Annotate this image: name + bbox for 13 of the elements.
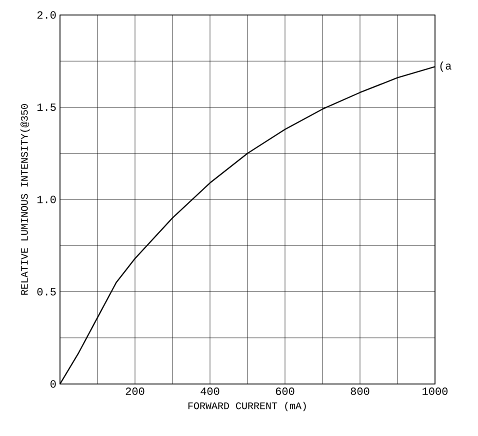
x-tick-label: 1000 — [422, 388, 448, 395]
y-tick-label: 0.5 — [37, 288, 56, 296]
x-tick-label: 400 — [200, 388, 220, 395]
x-tick-label: 800 — [350, 388, 370, 395]
y-tick-label: 1.5 — [37, 104, 56, 111]
x-tick-label: 600 — [276, 388, 294, 395]
y-tick-label: 0 — [50, 380, 56, 388]
y-tick-label: 2.0 — [37, 11, 56, 19]
x-tick-label: 200 — [126, 388, 144, 395]
annotation: (a — [440, 62, 452, 72]
x-axis-title: FORWARD CURRENT (mA) — [188, 402, 306, 412]
y-axis-title: RELATIVE LUMINOUS INTENSITY(@350 — [20, 104, 30, 295]
y-tick-label: 1.0 — [37, 196, 56, 204]
